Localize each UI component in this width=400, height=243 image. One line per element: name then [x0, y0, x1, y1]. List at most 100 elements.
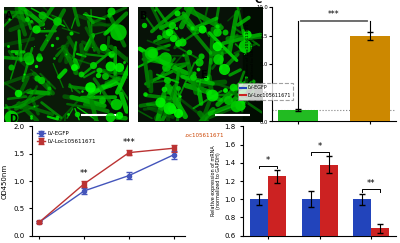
Point	[25, 55, 31, 59]
Bar	[320, 165, 338, 243]
Point	[8, 66, 14, 69]
Y-axis label: OD450nm: OD450nm	[2, 164, 8, 199]
Point	[71, 65, 77, 69]
Point	[196, 60, 202, 64]
Point	[195, 67, 202, 71]
Point	[237, 91, 244, 95]
Point	[115, 30, 122, 34]
Point	[90, 94, 97, 98]
Text: LV-EGFP: LV-EGFP	[55, 133, 77, 138]
Point	[120, 60, 127, 63]
Point	[243, 75, 249, 79]
Bar	[250, 199, 268, 243]
Text: A: A	[5, 11, 13, 21]
Y-axis label: Relative expression of mRNA
(normalized to GAPDH): Relative expression of mRNA (normalized …	[210, 146, 221, 217]
Point	[166, 106, 172, 110]
Point	[33, 64, 40, 68]
Point	[168, 24, 175, 27]
Point	[214, 44, 220, 48]
Bar	[268, 176, 286, 243]
Point	[175, 111, 181, 115]
Point	[88, 45, 95, 49]
Point	[174, 42, 181, 45]
Bar	[353, 199, 371, 243]
Point	[214, 57, 221, 61]
Point	[44, 38, 50, 42]
Point	[164, 78, 171, 82]
Point	[222, 88, 228, 92]
Point	[107, 52, 114, 56]
Point	[31, 104, 37, 108]
Point	[8, 115, 15, 119]
Point	[190, 71, 197, 75]
Point	[107, 64, 113, 68]
Point	[116, 113, 122, 117]
Point	[170, 36, 176, 40]
Point	[28, 19, 35, 23]
Point	[63, 52, 70, 56]
Point	[149, 51, 156, 55]
Point	[31, 43, 37, 47]
Point	[34, 76, 40, 79]
Point	[38, 13, 45, 17]
Bar	[302, 199, 320, 243]
Point	[175, 86, 181, 90]
Point	[162, 32, 169, 36]
Bar	[278, 110, 318, 122]
Bar	[371, 228, 389, 243]
Point	[190, 75, 196, 79]
Point	[28, 116, 34, 120]
Point	[165, 30, 172, 34]
Point	[28, 114, 34, 118]
Point	[51, 56, 58, 60]
Point	[214, 24, 220, 28]
Point	[80, 72, 86, 76]
Bar	[350, 36, 390, 122]
Point	[233, 104, 239, 107]
Point	[178, 40, 185, 44]
Point	[6, 17, 12, 21]
Point	[198, 54, 204, 58]
Point	[5, 44, 11, 48]
Point	[230, 85, 236, 88]
Point	[95, 73, 101, 77]
Point	[162, 56, 168, 60]
Point	[209, 93, 216, 97]
Point	[196, 51, 203, 55]
Point	[36, 52, 42, 56]
Point	[214, 30, 220, 34]
Point	[13, 51, 20, 55]
Point	[172, 26, 179, 30]
Point	[198, 27, 205, 31]
Point	[65, 112, 72, 116]
Point	[99, 45, 106, 49]
Point	[49, 43, 56, 47]
Text: LV-Loc105611671: LV-Loc105611671	[176, 133, 224, 138]
Point	[162, 65, 169, 69]
Point	[152, 8, 158, 12]
Point	[156, 100, 163, 104]
Text: *: *	[266, 156, 270, 165]
Point	[46, 86, 52, 90]
Point	[54, 19, 60, 23]
Point	[98, 98, 105, 102]
Point	[168, 107, 175, 111]
Point	[68, 31, 74, 35]
Point	[112, 102, 119, 106]
Point	[33, 27, 39, 31]
Point	[203, 76, 209, 80]
Point	[41, 26, 48, 30]
Text: D: D	[9, 114, 17, 124]
Point	[21, 72, 27, 76]
Point	[43, 33, 50, 37]
Point	[79, 89, 85, 93]
Point	[54, 115, 60, 119]
Point	[107, 115, 113, 119]
Point	[54, 36, 60, 40]
Point	[237, 103, 244, 107]
Point	[38, 78, 44, 82]
Point	[109, 50, 115, 54]
Point	[242, 44, 248, 48]
Point	[78, 72, 84, 76]
Point	[74, 112, 80, 115]
